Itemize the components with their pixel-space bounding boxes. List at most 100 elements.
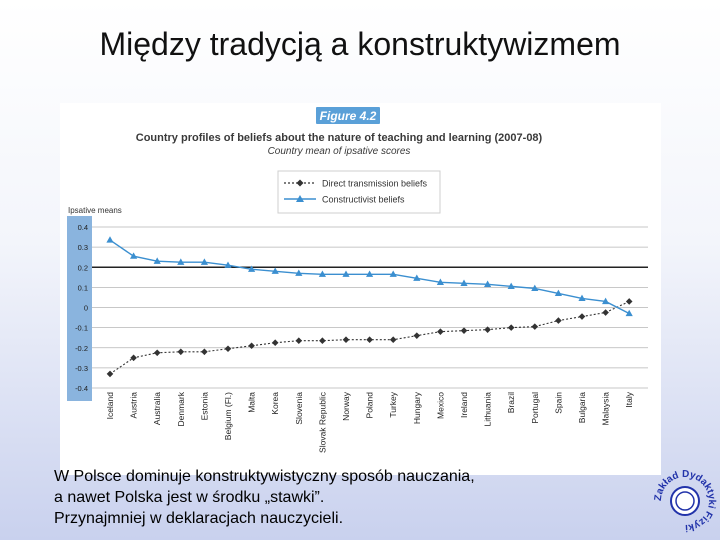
x-tick-label: Ireland (459, 392, 469, 418)
point-direct (366, 336, 373, 343)
chart-subtitle: Country mean of ipsative scores (268, 146, 411, 157)
point-constructivist (436, 278, 444, 285)
x-tick-label: Malaysia (601, 392, 611, 426)
x-tick-label: Hungary (412, 391, 422, 424)
point-direct (201, 348, 208, 356)
point-direct (413, 332, 421, 339)
point-direct (106, 370, 114, 378)
point-direct (460, 327, 468, 334)
point-constructivist (200, 258, 208, 265)
y-tick-label: 0.3 (78, 243, 88, 252)
y-axis-title: Ipsative means (68, 206, 122, 215)
point-direct (248, 342, 255, 350)
legend-marker-constructivist (296, 195, 304, 202)
y-tick-label: 0.2 (78, 263, 88, 272)
point-constructivist (106, 236, 114, 243)
point-constructivist (248, 265, 256, 272)
x-tick-label: Portugal (530, 392, 540, 424)
legend: Direct transmission beliefs Constructivi… (277, 170, 441, 214)
logo-ring (670, 486, 700, 516)
point-constructivist (413, 274, 421, 281)
point-direct (153, 349, 161, 357)
point-direct (484, 326, 491, 333)
legend-marker-direct (296, 179, 304, 187)
point-constructivist (460, 279, 468, 286)
caption-line-2: a nawet Polska jest w środku „stawki”. (54, 489, 325, 506)
x-tick-label: Austria (129, 392, 139, 419)
caption-line-1: W Polsce dominuje konstruktywistyczny sp… (54, 468, 475, 485)
x-tick-label: Belgium (Fl.) (223, 392, 233, 440)
gridlines (92, 226, 648, 389)
point-direct (319, 337, 326, 345)
point-constructivist (224, 261, 232, 268)
point-direct (130, 354, 137, 362)
point-constructivist (295, 269, 303, 276)
point-constructivist (531, 284, 539, 291)
x-tick-label: Malta (247, 392, 257, 413)
y-tick-label: 0 (84, 304, 88, 313)
x-tick-label: Spain (553, 392, 563, 414)
point-constructivist (318, 270, 326, 277)
x-tick-labels: Iceland Austria Australia Denmark Estonia Bel… (105, 391, 634, 453)
point-direct (507, 324, 515, 331)
x-tick-label: Denmark (176, 391, 186, 426)
chart-svg: Figure 4.2 Country profiles of beliefs a… (67, 107, 648, 453)
point-direct (625, 298, 633, 305)
point-constructivist (507, 282, 515, 289)
x-tick-label: Iceland (105, 392, 115, 420)
chart-figure: Figure 4.2 Country profiles of beliefs a… (60, 103, 661, 475)
x-tick-label: Mexico (435, 392, 445, 419)
x-tick-label: Poland (365, 392, 375, 419)
point-direct (295, 337, 303, 345)
chart-title: Country profiles of beliefs about the na… (136, 132, 543, 144)
point-direct (578, 313, 586, 320)
point-direct (389, 336, 397, 343)
figure-label: Figure 4.2 (320, 109, 377, 123)
point-direct (555, 317, 562, 324)
x-tick-label: Estonia (199, 392, 209, 421)
point-constructivist (271, 267, 279, 274)
y-tick-labels: 0.4 0.3 0.2 0.1 0 -0.1 -0.2 -0.3 -0.4 (75, 223, 88, 393)
logo: Zakład Dydaktyki Fizyki (653, 469, 717, 533)
point-constructivist (484, 280, 492, 287)
point-direct (531, 323, 539, 330)
point-direct (437, 328, 444, 335)
x-tick-label: Bulgaria (577, 392, 587, 423)
legend-label-constructivist: Constructivist beliefs (322, 195, 405, 205)
caption-line-3: Przynajmniej w deklaracjach nauczycieli. (54, 510, 344, 527)
x-tick-label: Australia (152, 392, 162, 425)
point-direct (224, 345, 232, 353)
point-direct (342, 336, 350, 343)
point-direct (602, 309, 609, 316)
y-tick-label: 0.1 (78, 283, 88, 292)
slide-title: Między tradycją a konstruktywizmem (99, 26, 621, 62)
point-constructivist (153, 257, 161, 264)
x-tick-label: Norway (341, 391, 351, 421)
x-tick-label: Brazil (506, 392, 516, 413)
y-tick-label: 0.4 (78, 223, 88, 232)
y-axis-band (67, 216, 92, 401)
x-tick-label: Italy (624, 391, 634, 407)
point-constructivist (602, 297, 610, 305)
x-tick-label: Slovak Republic (317, 391, 327, 453)
x-tick-label: Lithuania (483, 392, 493, 427)
point-constructivist (342, 270, 350, 277)
point-constructivist (578, 294, 586, 302)
point-constructivist (366, 270, 374, 277)
x-tick-label: Korea (270, 392, 280, 415)
point-constructivist (177, 258, 185, 265)
legend-label-direct: Direct transmission beliefs (322, 179, 428, 189)
point-constructivist (389, 270, 397, 277)
y-tick-label: -0.3 (75, 364, 88, 373)
caption: W Polsce dominuje konstruktywistyczny sp… (54, 466, 574, 529)
point-direct (271, 339, 279, 347)
point-direct (177, 348, 185, 356)
x-tick-label: Turkey (388, 391, 398, 417)
y-tick-label: -0.4 (75, 384, 88, 393)
y-tick-label: -0.2 (75, 344, 88, 353)
series-layer (106, 236, 633, 378)
point-constructivist (625, 309, 633, 317)
x-tick-label: Slovenia (294, 392, 304, 425)
y-tick-label: -0.1 (75, 324, 88, 333)
logo-inner (675, 491, 695, 511)
